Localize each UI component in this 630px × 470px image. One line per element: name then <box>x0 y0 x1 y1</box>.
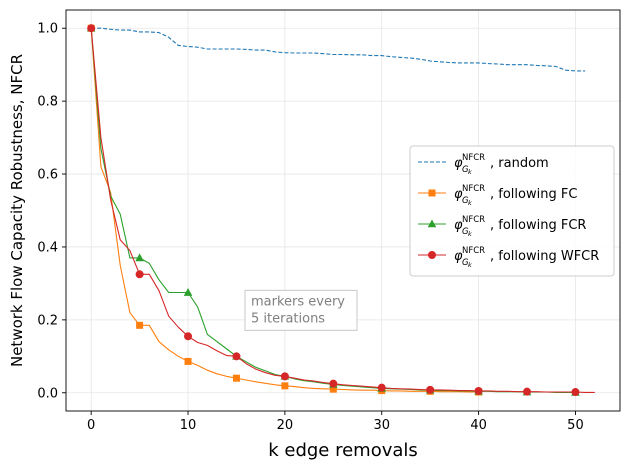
x-tick-label: 20 <box>277 418 294 433</box>
legend-subsubscript: k <box>468 168 472 176</box>
series-line <box>90 28 595 393</box>
data-point <box>280 372 289 381</box>
series-line <box>91 27 586 72</box>
y-axis-label: Network Flow Capacity Robustness, NFCR <box>8 54 26 367</box>
data-point <box>135 253 144 262</box>
legend-item: φ NFCR G k , random <box>418 153 549 176</box>
legend-subsubscript: k <box>468 199 472 207</box>
y-tick-label: 0.0 <box>37 386 58 401</box>
annotation-line-1: markers every <box>251 294 345 309</box>
legend-marker <box>428 189 436 197</box>
legend-label: , following FCR <box>490 218 586 233</box>
series-following-wfcr <box>87 24 595 397</box>
legend-superscript: NFCR <box>462 215 485 225</box>
data-point <box>232 374 240 382</box>
data-point <box>183 288 193 296</box>
legend-subsubscript: k <box>468 230 472 238</box>
legend-item: φ NFCR G k , following WFCR <box>418 246 599 269</box>
legend-label: , following FC <box>490 187 577 202</box>
legend-subscript: G <box>462 196 469 206</box>
plot-frame <box>65 9 621 412</box>
legend-symbol: φ <box>454 156 463 171</box>
legend-subscript: G <box>462 227 469 237</box>
legend-subscript: G <box>462 165 469 175</box>
data-point <box>523 387 532 396</box>
x-tick-label: 40 <box>470 418 487 433</box>
legend-frame <box>409 145 615 277</box>
legend-symbol: φ <box>454 187 463 202</box>
legend-symbol: φ <box>454 218 463 233</box>
legend-superscript: NFCR <box>462 246 485 256</box>
legend-subscript: G <box>462 258 469 268</box>
data-point <box>232 352 241 361</box>
annotation-box: markers every 5 iterations <box>244 289 358 331</box>
x-axis-label: k edge removals <box>268 440 418 461</box>
legend-label: , following WFCR <box>490 249 599 264</box>
data-point <box>281 382 289 390</box>
data-point <box>136 321 144 329</box>
y-tick-label: 0.4 <box>37 240 58 255</box>
legend-marker <box>428 251 436 259</box>
data-point <box>135 270 144 279</box>
y-tick-label: 0.6 <box>37 168 58 183</box>
legend-superscript: NFCR <box>462 184 485 194</box>
data-point <box>571 388 580 397</box>
data-point <box>377 383 386 392</box>
x-tick-label: 10 <box>180 418 197 433</box>
data-point <box>184 332 193 341</box>
x-tick-label: 50 <box>567 418 584 433</box>
axis-ticks: 0 10 20 30 40 50 0.0 0.2 0.4 0.6 0.8 1.0 <box>37 22 583 433</box>
legend-marker <box>427 219 437 228</box>
y-tick-label: 0.2 <box>37 313 58 328</box>
y-tick-label: 1.0 <box>37 22 58 37</box>
x-tick-label: 30 <box>373 418 390 433</box>
legend-label: , random <box>490 156 549 171</box>
annotation-frame <box>244 289 358 331</box>
y-tick-label: 0.8 <box>37 95 58 110</box>
series-random <box>91 27 586 72</box>
legend-symbol: φ <box>454 249 463 264</box>
x-tick-label: 0 <box>87 418 95 433</box>
data-point <box>329 385 337 393</box>
legend-item: φ NFCR G k , following FCR <box>418 215 586 238</box>
data-point <box>474 386 483 395</box>
legend-subsubscript: k <box>468 261 472 269</box>
data-point <box>184 357 192 365</box>
data-point <box>87 24 96 33</box>
data-point <box>329 379 338 388</box>
annotation-line-2: 5 iterations <box>251 311 325 326</box>
legend-superscript: NFCR <box>462 153 485 163</box>
legend-item: φ NFCR G k , following FC <box>418 184 577 207</box>
series-layer <box>86 23 595 397</box>
data-point <box>426 385 435 394</box>
